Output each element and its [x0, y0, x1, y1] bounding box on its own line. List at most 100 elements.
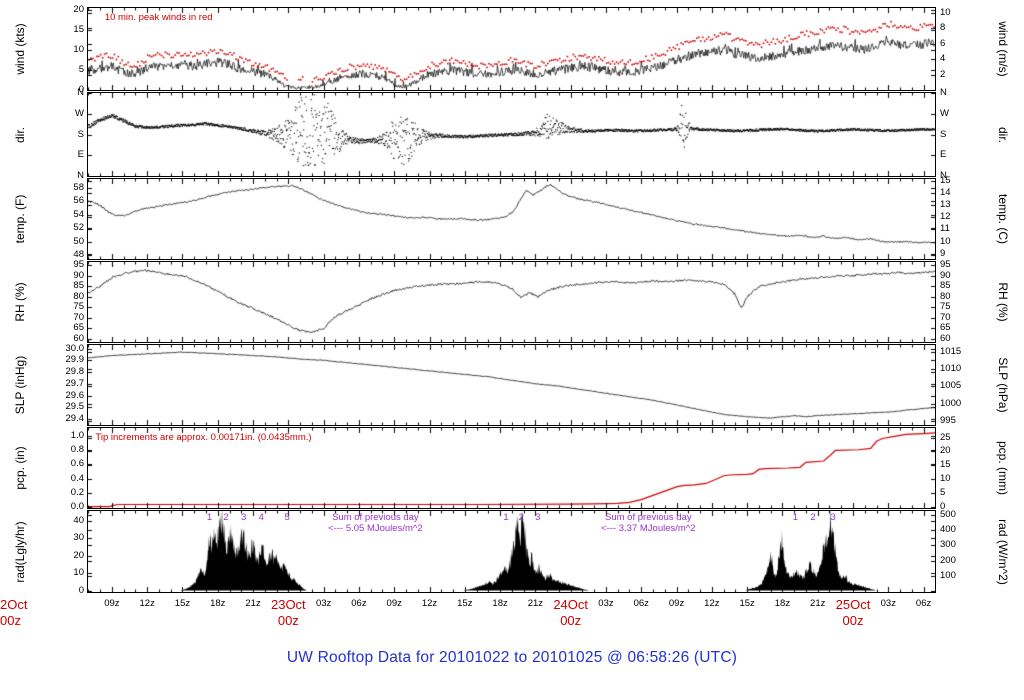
panel-pcp: Tip increments are approx. 0.00171in. (0…	[87, 427, 936, 509]
x-date-label-0: 23Oct	[270, 597, 306, 612]
y-tick-left-rh-7: 95	[73, 259, 84, 271]
axis-label-left-rh: RH (%)	[13, 282, 27, 322]
y-tick-left-rh-0: 60	[73, 332, 84, 344]
y-tick-left-pcp-3: 0.6	[70, 458, 84, 470]
y-tick-left-slp-1: 29.5	[65, 401, 85, 413]
y-tick-left-dir-1: W	[75, 107, 84, 119]
y-tick-right-temp-6: 15	[940, 175, 951, 187]
x-tick-label-19: 03z	[880, 598, 896, 609]
y-tick-right-rh-7: 95	[940, 259, 951, 271]
y-tick-right-rh-6: 90	[940, 269, 951, 281]
y-tick-right-pcp-1: 5	[940, 486, 946, 498]
y-tick-left-pcp-0: 0.0	[70, 500, 84, 512]
x-date-clipped: 2Oct	[0, 597, 28, 612]
y-tick-left-rad-3: 30	[73, 532, 84, 544]
y-tick-left-rad-2: 20	[73, 549, 84, 561]
y-tick-right-temp-5: 14	[940, 187, 951, 199]
annotation-rad-7: 4	[258, 512, 264, 523]
y-tick-right-rh-3: 75	[940, 301, 951, 313]
y-tick-right-wind-1: 4	[940, 53, 946, 65]
annotation-rad-11: 3	[535, 512, 541, 523]
y-tick-right-rh-5: 85	[940, 280, 951, 292]
x-date-clipped-sub: 00z	[0, 613, 21, 628]
x-date-sub-1: 00z	[560, 613, 582, 628]
x-tick-label-4: 21z	[245, 598, 261, 609]
y-tick-right-rad-4: 500	[940, 509, 956, 521]
x-date-sub-0: 00z	[277, 613, 299, 628]
y-tick-left-dir-2: S	[77, 128, 84, 140]
y-tick-left-rh-5: 85	[73, 280, 84, 292]
y-tick-right-slp-3: 1010	[940, 363, 962, 375]
axis-label-right-dir: dir.	[996, 126, 1010, 143]
panel-rh	[87, 261, 936, 343]
y-tick-right-dir-0: N	[940, 87, 947, 98]
y-tick-left-slp-2: 29.6	[65, 389, 85, 401]
x-tick-label-10: 18z	[492, 598, 508, 609]
annotation-rad-1: <--- 5.05 MJoules/m^2	[328, 523, 423, 534]
axis-label-left-wind: wind (kts)	[13, 23, 27, 75]
y-tick-right-rh-4: 80	[940, 290, 951, 302]
x-tick-label-14: 09z	[668, 598, 685, 609]
y-tick-left-rh-1: 65	[73, 322, 84, 334]
y-tick-right-rh-1: 65	[940, 322, 951, 334]
annotation-rad-13: 2	[810, 512, 816, 523]
y-tick-left-pcp-2: 0.4	[70, 472, 84, 484]
x-tick-label-18: 21z	[810, 598, 826, 609]
y-tick-right-pcp-3: 15	[940, 459, 951, 471]
y-tick-right-pcp-4: 20	[940, 445, 951, 457]
annotation-pcp-0: Tip increments are approx. 0.00171in. (0…	[95, 432, 312, 443]
axis-label-right-slp: SLP (hPa)	[996, 357, 1010, 413]
y-tick-left-wind-3: 15	[73, 24, 84, 36]
x-tick-label-17: 18z	[774, 598, 791, 609]
y-tick-left-rad-1: 10	[73, 567, 84, 579]
y-tick-right-dir-4: N	[940, 170, 947, 181]
y-tick-left-slp-5: 29.9	[65, 354, 85, 366]
axis-label-right-temp: temp. (C)	[996, 193, 1010, 245]
annotation-rad-12: 1	[792, 512, 799, 523]
x-date-label-1: 24Oct	[553, 597, 589, 612]
y-tick-right-rad-1: 200	[940, 554, 956, 566]
y-tick-right-pcp-2: 10	[940, 472, 951, 484]
y-tick-right-wind-4: 10	[940, 6, 951, 18]
y-tick-left-temp-3: 54	[73, 208, 84, 220]
y-tick-left-wind-0: 0	[78, 84, 84, 95]
y-tick-right-slp-2: 1005	[940, 380, 962, 392]
y-tick-right-temp-2: 11	[940, 223, 950, 235]
x-tick-label-7: 09z	[386, 598, 402, 609]
x-tick-label-0: 09z	[104, 598, 120, 609]
temp-plot-canvas	[88, 179, 935, 259]
y-tick-right-dir-1: W	[940, 107, 949, 119]
y-tick-right-dir-2: S	[940, 128, 947, 140]
axis-label-left-slp: SLP (inHg)	[13, 355, 27, 415]
y-tick-left-rh-2: 70	[73, 311, 84, 323]
x-tick-label-3: 18z	[210, 598, 226, 609]
y-tick-left-rh-3: 75	[73, 301, 84, 313]
x-tick-label-2: 15z	[174, 598, 191, 609]
y-tick-left-wind-4: 20	[73, 4, 84, 16]
y-tick-right-rad-3: 400	[940, 524, 956, 536]
chart-title: UW Rooftop Data for 20101022 to 20101025…	[286, 649, 738, 666]
annotation-rad-4: 1	[206, 512, 213, 523]
y-tick-left-rad-4: 40	[73, 514, 84, 526]
panel-slp	[87, 344, 936, 426]
y-tick-left-wind-2: 10	[73, 44, 84, 56]
y-tick-right-wind-2: 6	[940, 37, 946, 49]
y-tick-right-temp-1: 10	[940, 235, 951, 247]
x-tick-label-11: 21z	[527, 598, 544, 609]
axis-label-left-dir: dir.	[13, 126, 27, 143]
annotation-rad-2: Sum of previous day	[605, 512, 692, 523]
y-tick-left-dir-4: N	[77, 170, 84, 181]
y-tick-right-rad-0: 100	[940, 569, 956, 581]
panel-dir	[87, 92, 936, 177]
axis-label-left-pcp: pcp. (in)	[13, 446, 27, 490]
y-tick-left-temp-2: 52	[73, 222, 84, 234]
axis-label-right-pcp: pcp. (mm)	[996, 441, 1010, 495]
x-tick-label-9: 15z	[457, 598, 473, 609]
axis-label-right-rad: rad (W/m^2)	[996, 518, 1010, 585]
annotation-wind-0: 10 min. peak winds in red	[104, 12, 213, 23]
annotation-rad-6: 3	[240, 512, 247, 523]
y-tick-left-pcp-4: 0.8	[70, 444, 84, 456]
y-tick-right-wind-0: 2	[940, 68, 946, 80]
y-tick-right-wind-3: 8	[940, 22, 946, 34]
y-tick-left-dir-0: N	[77, 87, 84, 98]
